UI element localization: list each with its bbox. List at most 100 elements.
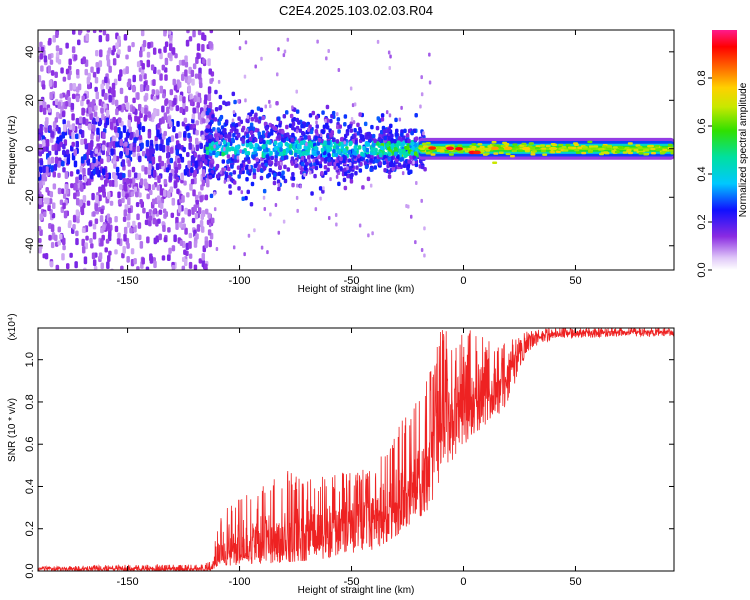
spectrogram-cell	[190, 155, 195, 163]
spectrogram-cell	[38, 134, 41, 141]
spectrogram-cell	[315, 160, 320, 166]
spectrogram-cell	[399, 157, 403, 162]
colorbar-label: Normalized spectral amplitude	[738, 82, 749, 217]
spectrogram-cell	[185, 125, 190, 132]
spectrogram-cell	[98, 35, 103, 43]
spectrogram-cell	[211, 173, 215, 179]
spectrogram-cell	[387, 174, 392, 179]
spectrogram-cell	[54, 149, 59, 156]
spectrogram-cell	[92, 71, 97, 78]
spectrogram-cell	[191, 113, 196, 120]
spectrogram-cell	[135, 191, 139, 198]
spectrogram-cell	[223, 179, 227, 184]
spectrogram-cell	[42, 211, 47, 218]
spectrogram-cell	[290, 156, 295, 161]
spectrogram-cell	[277, 171, 282, 177]
spectrogram-cell	[62, 149, 66, 156]
spectrogram-cell	[325, 125, 330, 130]
spectrogram-cell	[114, 175, 118, 182]
spectrogram-cell	[81, 245, 86, 254]
spectrogram-cell	[151, 184, 156, 191]
spectrogram-cell	[141, 125, 146, 133]
spectrogram-cell	[152, 169, 157, 178]
chart-title: C2E4.2025.103.02.03.R04	[279, 3, 433, 18]
spectrogram-cell	[371, 133, 376, 139]
spectrogram-cell	[233, 148, 238, 154]
spectrogram-cell	[195, 199, 199, 205]
spectrogram-cell	[143, 73, 147, 80]
spectrogram-cell	[146, 51, 151, 58]
spectrogram-cell	[152, 217, 156, 225]
spectrogram-cell	[398, 117, 402, 122]
snr-x-tick-label: -100	[229, 576, 251, 588]
spectrogram-cell	[163, 46, 167, 53]
spectrogram-cell	[274, 145, 278, 151]
spectrogram-cell	[94, 148, 98, 154]
spectrogram-cell	[85, 33, 90, 42]
spectrogram-cell	[380, 117, 385, 122]
spectrogram-cell	[159, 188, 164, 196]
spectrogram-cell	[177, 157, 181, 164]
spectrogram-cell	[347, 124, 351, 130]
spectrogram-cell	[269, 150, 273, 156]
spectrogram-cell	[67, 222, 72, 229]
spectrogram-frame	[37, 29, 675, 271]
spectrogram-cell	[92, 124, 96, 132]
spectrogram-cell	[168, 99, 172, 107]
spectrogram-cell	[127, 197, 131, 206]
spectrogram-cell	[402, 148, 406, 154]
spectrogram-cell	[400, 129, 404, 134]
spectrogram-cell	[87, 178, 92, 186]
spectrogram-cell	[127, 159, 131, 167]
spectrogram-cell	[186, 30, 190, 34]
spectrogram-cell	[39, 53, 43, 60]
spectrogram-cell	[45, 145, 49, 152]
spectrogram-cell	[298, 164, 301, 169]
spectrogram-cell	[83, 138, 88, 145]
spectrogram-cell	[237, 174, 241, 179]
spectrogram-cell	[204, 94, 208, 102]
spectrogram-cell	[458, 150, 464, 154]
spectrogram-cell	[307, 155, 311, 160]
spectrogram-cell	[117, 117, 122, 124]
spectrogram-cell	[80, 207, 85, 216]
spectrogram-cell	[214, 106, 219, 112]
spectrogram-cell	[106, 222, 110, 230]
spectrogram-cell	[175, 105, 180, 112]
spectrogram-cell	[409, 214, 413, 219]
spectrogram-cell	[112, 116, 116, 124]
spectrogram-cell	[117, 74, 122, 82]
spectrogram-peak	[490, 146, 499, 151]
spectrogram-cell	[169, 89, 174, 96]
spectrogram-cell	[265, 154, 270, 159]
spectrogram-cell	[324, 119, 327, 124]
spectrogram-cell	[178, 59, 183, 66]
spectrogram-cell	[168, 172, 173, 181]
spectrogram-cell	[275, 151, 279, 156]
spectrogram-cell	[111, 82, 116, 91]
spectrogram-cell	[385, 143, 389, 148]
spectrogram-cell	[78, 295, 82, 303]
spectrogram-cell	[654, 145, 660, 148]
spectrogram-cell	[73, 54, 78, 61]
spectrogram-cell	[498, 151, 504, 154]
spectrogram-cell	[234, 122, 239, 128]
spectrogram-cell	[339, 137, 344, 142]
spectrogram-cell	[83, 154, 87, 160]
spectrogram-cell	[248, 112, 253, 117]
spectrogram-cell	[238, 170, 243, 175]
spectrogram-cell	[127, 45, 132, 53]
spectrogram-cell	[183, 180, 187, 186]
snr-y-tick-label: 1.0	[24, 352, 36, 367]
spectrogram-cell	[215, 151, 220, 157]
spectrogram-cell	[268, 167, 273, 173]
spectrogram-cell	[484, 152, 490, 155]
spectrogram-cell	[277, 47, 280, 52]
spectrogram-cell	[108, 94, 112, 103]
spectrogram-cell	[295, 129, 299, 134]
spectrogram-cell	[38, 166, 43, 174]
spectrogram-cell	[41, 174, 46, 182]
spectrogram-cell	[132, 86, 137, 92]
spectrogram-cell	[55, 111, 60, 119]
spectrogram-cell	[101, 144, 106, 151]
